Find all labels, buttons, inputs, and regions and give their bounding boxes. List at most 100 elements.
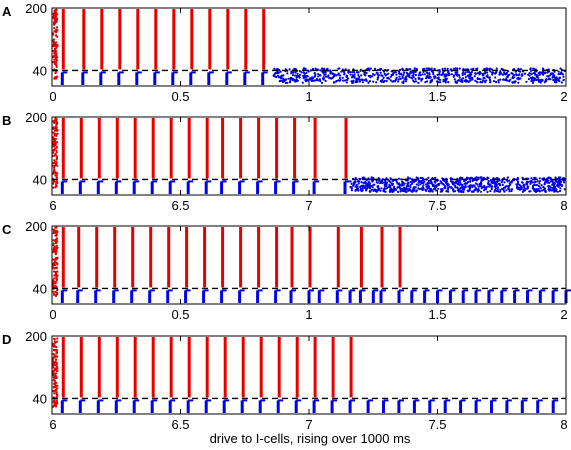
i-cell-async-point xyxy=(331,77,334,80)
i-cell-async-point xyxy=(534,180,537,183)
i-cell-async-point xyxy=(483,184,486,187)
i-cell-async-point xyxy=(455,74,458,77)
e-cell-point xyxy=(52,348,56,352)
i-cell-async-point xyxy=(558,189,562,193)
i-cell-async-point xyxy=(301,81,304,84)
y-tick-label: 40 xyxy=(33,63,47,78)
i-cell-async-point xyxy=(467,71,471,74)
i-cell-async-point xyxy=(448,185,451,188)
i-cell-async-point xyxy=(470,190,474,193)
i-cell-async-point xyxy=(351,74,354,77)
i-cell-async-point xyxy=(458,67,461,70)
i-cell-async-point xyxy=(432,184,435,187)
i-cell-async-point xyxy=(422,184,425,187)
i-cell-async-point xyxy=(354,188,357,191)
i-cell-async-point xyxy=(278,76,281,79)
i-cell-async-point xyxy=(462,186,465,189)
i-cell-async-point xyxy=(365,182,368,185)
e-cell-point xyxy=(56,132,59,135)
e-cell-point xyxy=(53,47,57,51)
i-cell-async-point xyxy=(375,81,378,84)
i-cell-async-point xyxy=(535,188,539,191)
e-cell-point xyxy=(53,143,56,147)
i-cell-async-point xyxy=(345,81,348,84)
i-cell-async-point xyxy=(429,76,432,79)
i-cell-async-point xyxy=(354,185,357,188)
i-cell-async-point xyxy=(553,80,557,83)
i-cell-async-point xyxy=(435,189,438,192)
i-cell-async-point xyxy=(537,76,540,79)
e-cell-point xyxy=(54,186,57,189)
i-cell-async-point xyxy=(510,188,514,191)
i-cell-async-point xyxy=(547,78,551,81)
i-cell-async-point xyxy=(529,181,532,184)
i-cell-async-point xyxy=(320,67,324,70)
i-cell-async-point xyxy=(404,80,408,83)
i-cell-async-point xyxy=(549,180,553,183)
i-cell-async-point xyxy=(439,81,442,84)
i-cell-async-point xyxy=(483,67,486,71)
i-cell-async-point xyxy=(476,77,479,80)
e-cell-point xyxy=(55,391,58,395)
e-cell-point xyxy=(52,284,55,287)
i-cell-async-point xyxy=(560,71,563,74)
i-cell-async-point xyxy=(322,76,325,79)
y-tick-label: 200 xyxy=(25,110,47,125)
e-cell-point xyxy=(52,186,55,189)
x-tick-label: 8 xyxy=(560,198,567,213)
i-cell-async-point xyxy=(296,72,299,75)
i-cell-async-point xyxy=(512,73,515,76)
i-cell-async-point xyxy=(358,180,361,183)
i-cell-async-point xyxy=(338,67,341,70)
i-cell-async-point xyxy=(367,180,370,184)
i-cell-async-point xyxy=(361,81,364,84)
i-cell-async-point xyxy=(486,67,489,70)
i-cell-async-point xyxy=(425,71,428,74)
e-cell-point xyxy=(54,374,57,377)
i-cell-async-point xyxy=(298,73,301,76)
i-cell-async-point xyxy=(540,184,543,187)
i-cell-async-point xyxy=(501,179,504,182)
i-cell-async-point xyxy=(426,80,429,83)
i-cell-async-point xyxy=(408,72,411,75)
i-cell-async-point xyxy=(498,71,501,74)
i-cell-async-point xyxy=(468,74,471,77)
i-cell-async-point xyxy=(538,177,541,180)
i-cell-async-point xyxy=(288,81,291,84)
i-cell-async-point xyxy=(467,180,470,184)
i-cell-async-point xyxy=(507,186,510,189)
e-cell-point xyxy=(55,399,59,403)
i-cell-async-point xyxy=(411,182,414,185)
e-cell-point xyxy=(52,14,56,17)
i-cell-async-point xyxy=(560,81,563,84)
i-cell-async-point xyxy=(306,75,309,78)
i-cell-async-point xyxy=(462,68,465,71)
i-cell-async-point xyxy=(364,74,367,77)
i-cell-async-point xyxy=(546,71,549,74)
i-cell-async-point xyxy=(486,71,489,74)
e-cell-point xyxy=(52,38,56,41)
i-cell-async-point xyxy=(381,78,384,81)
i-cell-async-point xyxy=(398,72,401,75)
i-cell-async-point xyxy=(337,79,340,82)
i-cell-async-point xyxy=(430,181,433,185)
i-cell-async-point xyxy=(286,81,289,84)
i-cell-async-point xyxy=(383,187,386,190)
i-cell-async-point xyxy=(439,188,443,191)
i-cell-async-point xyxy=(487,177,490,180)
y-tick-label: 40 xyxy=(33,281,47,296)
i-cell-async-point xyxy=(295,76,298,79)
i-cell-async-point xyxy=(560,184,563,187)
i-cell-async-point xyxy=(350,182,353,185)
i-cell-async-point xyxy=(459,187,462,190)
i-cell-async-point xyxy=(386,77,389,80)
i-cell-async-point xyxy=(355,77,358,81)
i-cell-async-point xyxy=(390,190,393,193)
panel-d: D 40 200 6 6.5 7 7.5 8 xyxy=(2,329,568,432)
i-cell-async-point xyxy=(343,73,346,76)
i-cell-async-point xyxy=(309,78,312,81)
i-cell-async-point xyxy=(352,181,355,184)
i-cell-async-point xyxy=(384,74,387,77)
